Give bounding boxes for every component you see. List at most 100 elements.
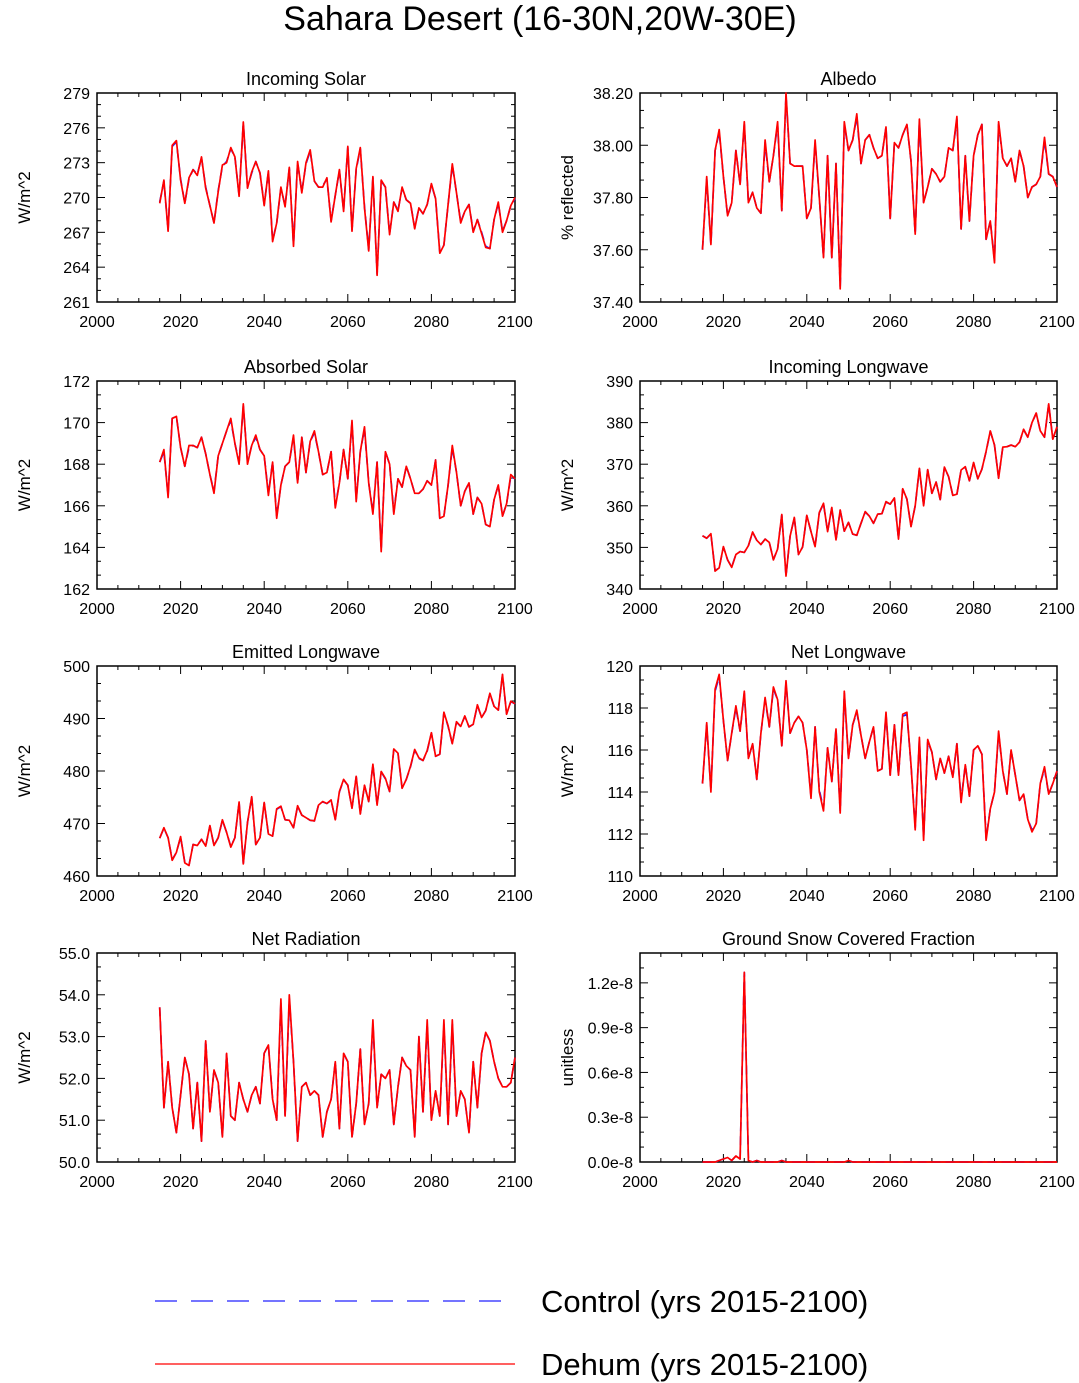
series-line-dehum: [158, 403, 516, 553]
chart-panel: Albedo 2000 2020 2040 2060 2080 2100 37.40 37.60…: [558, 69, 1075, 331]
panel-title: Absorbed Solar: [244, 357, 368, 377]
legend-label-control: Control (yrs 2015-2100): [541, 1284, 868, 1319]
y-tick-label: 55.0: [59, 946, 90, 963]
x-tick-label: 2100: [497, 314, 533, 331]
x-tick-label: 2020: [706, 888, 742, 905]
y-axis-label: W/m^2: [15, 1031, 34, 1083]
y-tick-label: 370: [606, 457, 633, 474]
x-tick-label: 2020: [163, 888, 199, 905]
plot-frame: [96, 92, 516, 303]
y-axis-label: W/m^2: [15, 745, 34, 797]
series-line-dehum: [158, 121, 516, 277]
y-tick-label: 37.40: [593, 295, 633, 312]
x-tick-label: 2000: [622, 601, 658, 618]
y-tick-label: 168: [63, 457, 90, 474]
plot-frame: [96, 665, 516, 877]
chart-panel: Incoming Solar 2000 2020 2040 2060 2080 2100 26…: [15, 69, 533, 331]
chart-panel: Absorbed Solar 2000 2020 2040 2060 2080 2100 16…: [15, 357, 533, 618]
y-tick-label: 270: [63, 191, 90, 208]
x-tick-label: 2020: [163, 601, 199, 618]
series-line-control: [702, 971, 1057, 1163]
x-tick-label: 2000: [622, 314, 658, 331]
chart-panel: Net Longwave 2000 2020 2040 2060 2080 2100 110 1…: [558, 642, 1075, 905]
y-tick-label: 490: [63, 712, 90, 729]
y-tick-label: 114: [607, 785, 633, 802]
x-tick-label: 2080: [414, 888, 450, 905]
x-tick-label: 2060: [330, 1174, 366, 1191]
x-tick-label: 2020: [706, 1174, 742, 1191]
panels: Incoming Solar 2000 2020 2040 2060 2080 2100 26…: [15, 69, 1075, 1191]
x-tick-label: 2060: [872, 888, 908, 905]
y-axis-label: W/m^2: [15, 459, 34, 511]
y-tick-label: 264: [63, 260, 90, 277]
x-tick-label: 2000: [79, 1174, 115, 1191]
y-tick-label: 52.0: [59, 1071, 90, 1088]
panel-title: Net Radiation: [251, 929, 360, 949]
panel-title: Albedo: [820, 69, 876, 89]
y-tick-label: 164: [63, 540, 90, 557]
y-tick-label: 380: [606, 416, 633, 433]
series-line-control: [701, 675, 1058, 840]
x-tick-label: 2100: [497, 1174, 533, 1191]
y-tick-label: 276: [63, 121, 90, 138]
plot-frame: [639, 92, 1058, 303]
x-tick-label: 2020: [163, 1174, 199, 1191]
y-axis-label: W/m^2: [558, 459, 577, 511]
panel-title: Incoming Longwave: [768, 357, 928, 377]
x-tick-label: 2100: [1039, 888, 1075, 905]
y-tick-label: 172: [63, 374, 90, 391]
x-tick-label: 2080: [956, 601, 992, 618]
y-tick-label: 112: [607, 827, 633, 844]
plot-frame: [96, 380, 516, 590]
series-line-dehum: [158, 993, 516, 1142]
y-tick-label: 279: [63, 86, 90, 103]
series-line-control: [158, 998, 516, 1142]
y-tick-label: 110: [607, 869, 633, 886]
x-tick-label: 2060: [872, 601, 908, 618]
x-tick-label: 2060: [330, 601, 366, 618]
y-tick-label: 480: [63, 764, 90, 781]
x-tick-label: 2080: [414, 601, 450, 618]
y-tick-label: 37.80: [593, 191, 633, 208]
y-tick-label: 166: [63, 499, 90, 516]
x-tick-label: 2080: [956, 314, 992, 331]
y-tick-label: 350: [606, 540, 633, 557]
y-tick-label: 460: [63, 869, 90, 886]
y-tick-label: 118: [607, 701, 633, 718]
x-tick-label: 2100: [497, 888, 533, 905]
x-tick-label: 2000: [79, 888, 115, 905]
y-tick-label: 0.9e-8: [588, 1021, 633, 1038]
x-tick-label: 2100: [1039, 1174, 1075, 1191]
y-tick-label: 267: [63, 225, 90, 242]
x-tick-label: 2040: [789, 314, 825, 331]
x-tick-label: 2080: [956, 1174, 992, 1191]
y-tick-label: 0.3e-8: [588, 1110, 633, 1127]
y-tick-label: 116: [607, 743, 633, 760]
y-tick-label: 51.0: [59, 1113, 90, 1130]
x-tick-label: 2040: [789, 601, 825, 618]
x-tick-label: 2040: [246, 888, 282, 905]
legend: Control (yrs 2015-2100) Dehum (yrs 2015-…: [155, 1284, 868, 1382]
plot-frame: [96, 952, 516, 1163]
y-tick-label: 500: [63, 659, 90, 676]
series-line-dehum: [701, 673, 1058, 842]
panel-title: Ground Snow Covered Fraction: [722, 929, 975, 949]
x-tick-label: 2020: [706, 601, 742, 618]
panel-title: Emitted Longwave: [232, 642, 380, 662]
x-tick-label: 2060: [872, 1174, 908, 1191]
x-tick-label: 2000: [622, 888, 658, 905]
y-tick-label: 273: [63, 156, 90, 173]
x-tick-label: 2000: [622, 1174, 658, 1191]
x-tick-label: 2040: [789, 1174, 825, 1191]
series-line-dehum: [702, 971, 1057, 1163]
chart-panel: Incoming Longwave 2000 2020 2040 2060 2080 210…: [558, 357, 1075, 618]
y-tick-label: 0.0e-8: [588, 1155, 633, 1172]
y-tick-label: 340: [606, 582, 633, 599]
y-tick-label: 53.0: [59, 1030, 90, 1047]
x-tick-label: 2080: [414, 1174, 450, 1191]
x-tick-label: 2040: [246, 1174, 282, 1191]
series-line-control: [702, 403, 1058, 577]
plot-frame: [639, 952, 1058, 1163]
y-tick-label: 360: [606, 499, 633, 516]
